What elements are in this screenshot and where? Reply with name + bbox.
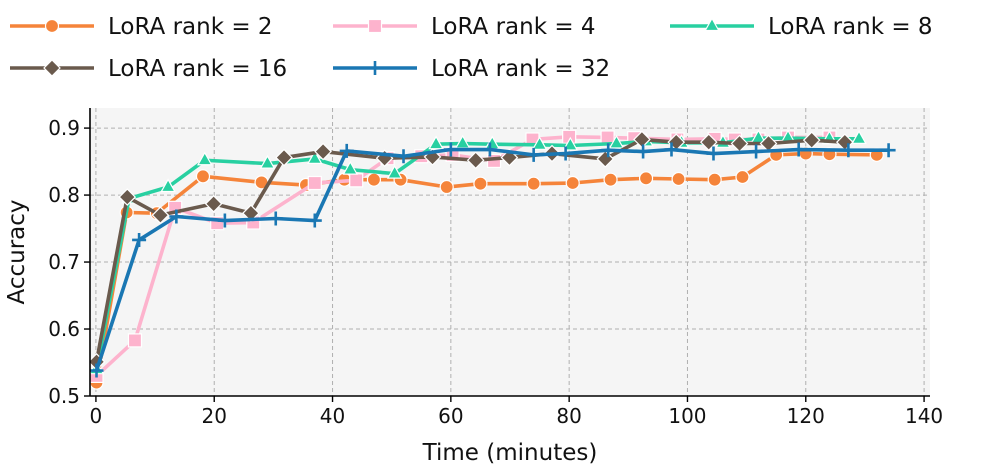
legend-marker	[704, 17, 720, 32]
data-point	[217, 213, 232, 228]
data-point	[531, 136, 548, 150]
legend-item: LoRA rank = 32	[333, 56, 610, 82]
data-point	[204, 194, 223, 213]
data-point	[127, 333, 143, 348]
data-point	[169, 209, 184, 224]
data-point	[196, 151, 213, 166]
legend-label: LoRA rank = 8	[768, 14, 933, 40]
x-tick-label: 100	[668, 404, 706, 428]
data-point	[314, 142, 332, 161]
data-point	[636, 144, 651, 159]
data-point	[275, 148, 293, 167]
data-point	[89, 363, 104, 378]
data-point	[307, 213, 322, 228]
data-point	[428, 135, 444, 150]
legend-marker	[368, 61, 382, 75]
data-point	[791, 142, 806, 157]
data-point	[638, 171, 654, 186]
data-point	[526, 176, 541, 191]
y-tick-label: 0.7	[48, 250, 80, 274]
legend: LoRA rank = 2 LoRA rank = 4 LoRA rank = 8 L…	[10, 14, 933, 82]
data-point	[473, 176, 488, 191]
data-point	[881, 143, 896, 158]
data-point	[307, 175, 322, 191]
series-line	[94, 147, 889, 372]
data-point	[608, 134, 625, 149]
data-point	[601, 143, 616, 158]
data-point	[565, 175, 580, 191]
legend-item: LoRA rank = 8	[670, 14, 933, 40]
legend-item: LoRA rank = 2	[10, 14, 273, 40]
x-axis-title: Time (minutes)	[422, 440, 598, 466]
data-point	[195, 169, 211, 184]
x-tick-label: 0	[90, 404, 103, 428]
data-point	[259, 154, 276, 169]
series-layer	[87, 129, 896, 390]
x-tick-label: 80	[556, 404, 581, 428]
data-point	[526, 147, 541, 162]
y-axis-title: Accuracy	[4, 199, 30, 304]
data-point	[386, 164, 403, 179]
data-point	[118, 188, 137, 206]
legend-item: LoRA rank = 4	[333, 14, 596, 40]
data-point	[151, 206, 170, 225]
data-point	[558, 146, 573, 161]
x-tick-label: 40	[320, 404, 345, 428]
y-tick-label: 0.5	[48, 384, 80, 408]
data-point	[307, 150, 323, 165]
legend-marker	[44, 18, 60, 34]
data-point	[562, 136, 579, 151]
data-point	[707, 172, 722, 187]
series-3	[88, 129, 867, 375]
y-tick-label: 0.6	[48, 317, 80, 341]
data-point	[851, 130, 867, 144]
data-point	[603, 172, 618, 187]
legend-label: LoRA rank = 2	[108, 14, 273, 40]
x-tick-label: 60	[438, 404, 463, 428]
data-point	[735, 169, 750, 185]
data-point	[699, 133, 718, 152]
series-5	[89, 142, 896, 378]
data-point	[749, 144, 764, 159]
data-point	[439, 179, 454, 195]
data-point	[482, 142, 497, 157]
legend-item: LoRA rank = 16	[10, 56, 287, 82]
data-point	[342, 160, 359, 175]
x-tick-label: 140	[905, 404, 943, 428]
data-point	[664, 142, 679, 157]
data-point	[132, 232, 147, 247]
legend-label: LoRA rank = 32	[431, 56, 610, 82]
y-tick-label: 0.8	[48, 183, 80, 207]
data-point	[160, 178, 176, 193]
data-point	[466, 151, 485, 170]
data-point	[268, 211, 283, 226]
y-tick-label: 0.9	[48, 116, 80, 140]
data-point	[706, 146, 721, 161]
data-point	[443, 142, 458, 157]
legend-label: LoRA rank = 16	[108, 56, 287, 82]
series-line	[94, 151, 877, 383]
x-tick-label: 20	[201, 404, 226, 428]
legend-marker	[367, 18, 383, 34]
legend-marker	[43, 59, 61, 77]
data-point	[339, 143, 354, 158]
legend-label: LoRA rank = 4	[431, 14, 596, 40]
data-point	[396, 149, 411, 164]
data-point	[671, 171, 686, 187]
data-point	[349, 173, 364, 188]
grid-lines	[90, 108, 930, 397]
data-point	[366, 172, 382, 187]
axes: 0 20 40 60 80 100 120 140 0.5 0.6 0.7 0.8 0.9	[48, 108, 943, 428]
x-tick-label: 120	[787, 404, 825, 428]
data-point	[841, 143, 856, 158]
